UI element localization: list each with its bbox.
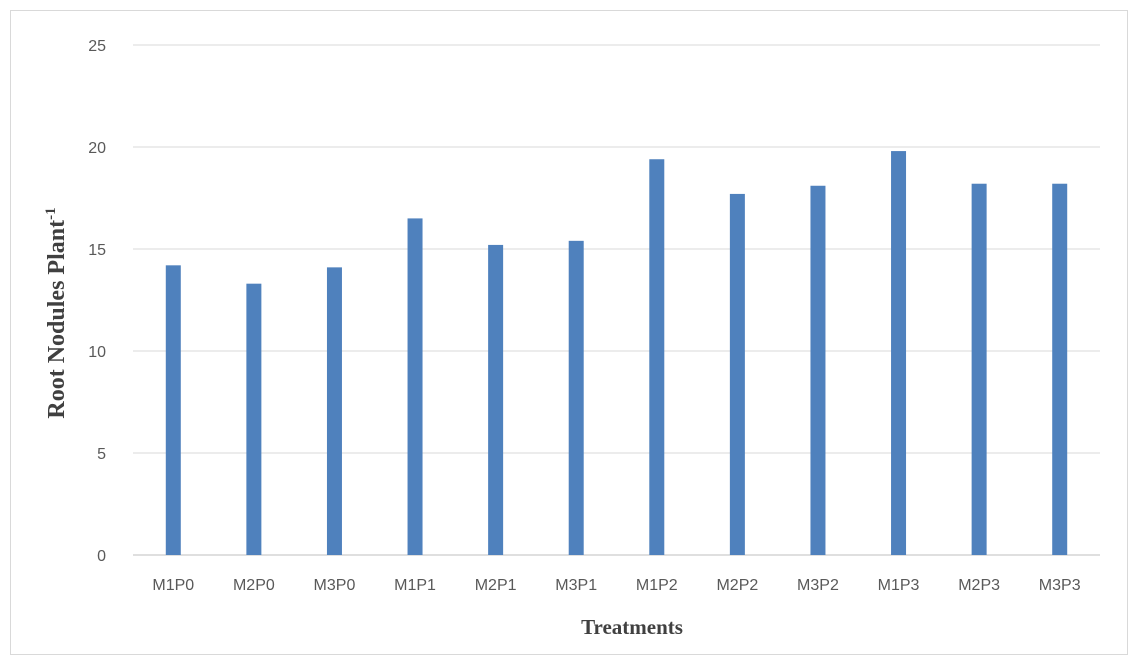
bar-m1p0: [165, 265, 181, 555]
y-tick-label: 10: [88, 344, 106, 361]
x-tick-label: M3P0: [314, 577, 356, 594]
x-tick-label: M3P2: [797, 577, 839, 594]
y-axis-title-main: Root Nodules Plant: [44, 220, 70, 419]
bar-m1p3: [891, 151, 907, 555]
bar-m2p1: [488, 244, 504, 556]
x-tick-label: M1P2: [636, 577, 678, 594]
y-tick-label: 0: [97, 548, 106, 565]
y-axis-title: Root Nodules Plant-1: [43, 207, 70, 418]
x-tick-label: M2P2: [716, 577, 758, 594]
x-tick-label: M2P1: [475, 577, 517, 594]
x-tick-label: M1P1: [394, 577, 436, 594]
x-tick-label: M3P1: [555, 577, 597, 594]
bar-m3p2: [810, 185, 826, 555]
x-tick-label: M2P3: [958, 577, 1000, 594]
y-tick-label: 15: [88, 242, 106, 259]
bar-m3p3: [1052, 183, 1068, 555]
bar-m2p2: [729, 193, 745, 556]
x-tick-label: M1P3: [878, 577, 920, 594]
bar-m3p1: [568, 240, 584, 555]
bar-m1p1: [407, 218, 423, 555]
x-axis-title: Treatments: [581, 615, 683, 639]
x-axis-ticks: M1P0 M2P0 M3P0 M1P1 M2P1 M3P1 M1P2 M2P2 M3P2 M1P3…: [152, 577, 1080, 594]
bar-m3p0: [326, 267, 342, 555]
bar-series: [165, 151, 1068, 556]
y-tick-label: 25: [88, 38, 106, 55]
y-tick-label: 5: [97, 446, 106, 463]
y-axis-ticks: 0 5 10 15 20 25: [88, 38, 106, 565]
y-tick-label: 20: [88, 140, 106, 157]
y-axis-title-superscript: -1: [43, 207, 59, 220]
bar-m2p3: [971, 183, 987, 555]
x-tick-label: M3P3: [1039, 577, 1081, 594]
bar-m2p0: [246, 283, 262, 555]
bar-m1p2: [649, 159, 665, 556]
x-tick-label: M1P0: [152, 577, 194, 594]
x-tick-label: M2P0: [233, 577, 275, 594]
gridlines: [133, 44, 1100, 556]
